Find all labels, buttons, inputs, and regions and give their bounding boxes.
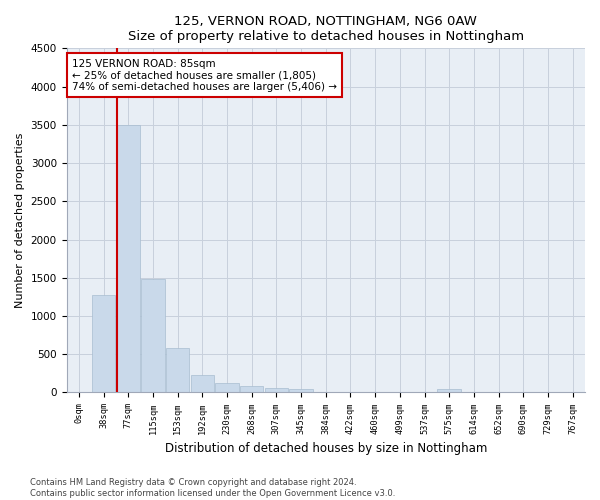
X-axis label: Distribution of detached houses by size in Nottingham: Distribution of detached houses by size … <box>164 442 487 455</box>
Bar <box>265 388 288 392</box>
Bar <box>240 386 263 392</box>
Bar <box>92 296 115 392</box>
Text: 125 VERNON ROAD: 85sqm
← 25% of detached houses are smaller (1,805)
74% of semi-: 125 VERNON ROAD: 85sqm ← 25% of detached… <box>72 58 337 92</box>
Bar <box>141 280 164 392</box>
Bar <box>191 375 214 392</box>
Bar <box>437 388 461 392</box>
Text: Contains HM Land Registry data © Crown copyright and database right 2024.
Contai: Contains HM Land Registry data © Crown c… <box>30 478 395 498</box>
Bar <box>215 384 239 392</box>
Bar <box>166 348 190 393</box>
Y-axis label: Number of detached properties: Number of detached properties <box>15 132 25 308</box>
Bar <box>289 390 313 392</box>
Title: 125, VERNON ROAD, NOTTINGHAM, NG6 0AW
Size of property relative to detached hous: 125, VERNON ROAD, NOTTINGHAM, NG6 0AW Si… <box>128 15 524 43</box>
Bar <box>116 125 140 392</box>
